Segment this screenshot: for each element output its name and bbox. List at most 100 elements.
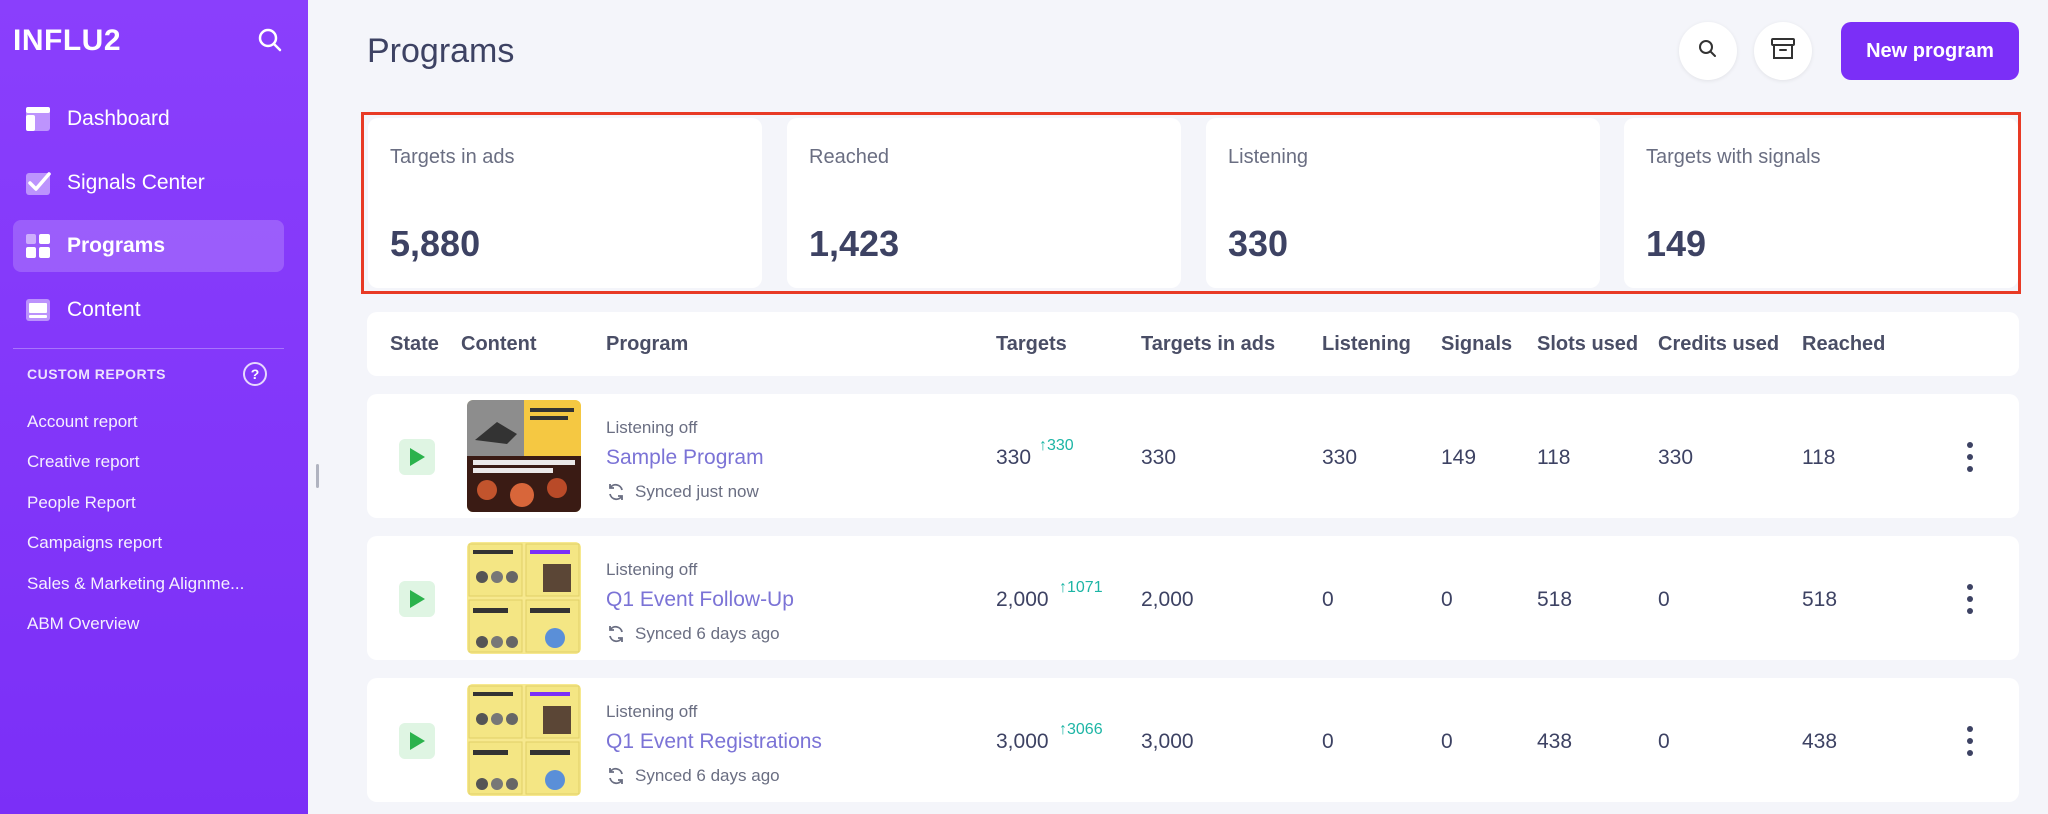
sync-status: Synced just now bbox=[606, 482, 759, 502]
play-icon bbox=[410, 448, 425, 466]
column-header-content[interactable]: Content bbox=[461, 333, 537, 355]
report-link-people[interactable]: People Report bbox=[27, 493, 136, 512]
play-icon bbox=[410, 590, 425, 608]
cell-targets-in-ads: 330 bbox=[1141, 446, 1177, 469]
sidebar-item-label: Dashboard bbox=[67, 107, 170, 130]
help-icon[interactable]: ? bbox=[243, 362, 267, 386]
content-thumbnail[interactable] bbox=[467, 684, 581, 796]
report-link-campaigns[interactable]: Campaigns report bbox=[27, 533, 163, 552]
cell-signals: 0 bbox=[1441, 588, 1453, 611]
cell-slots-used: 438 bbox=[1537, 730, 1573, 753]
cell-listening: 0 bbox=[1322, 588, 1334, 611]
report-link-account[interactable]: Account report bbox=[27, 412, 138, 431]
report-link-sales-marketing[interactable]: Sales & Marketing Alignme... bbox=[27, 574, 245, 593]
program-link[interactable]: Q1 Event Registrations bbox=[606, 730, 822, 753]
cell-targets: 3,000 bbox=[996, 730, 1049, 753]
more-options-icon[interactable] bbox=[1964, 584, 1976, 614]
sync-icon bbox=[609, 483, 623, 501]
sync-text: Synced just now bbox=[635, 482, 759, 501]
sidebar-item-signals-center[interactable]: Signals Center bbox=[13, 157, 284, 209]
cell-targets: 330 bbox=[996, 446, 1032, 469]
column-header-targets[interactable]: Targets bbox=[996, 333, 1067, 355]
table-row[interactable]: Listening off Sample Program Synced just… bbox=[367, 394, 2019, 518]
cell-slots-used: 118 bbox=[1537, 446, 1571, 469]
sync-status: Synced 6 days ago bbox=[606, 624, 780, 644]
stat-label: Reached bbox=[809, 146, 890, 168]
sidebar-item-dashboard[interactable]: Dashboard bbox=[13, 93, 284, 145]
cell-reached: 438 bbox=[1802, 730, 1838, 753]
content-thumbnail[interactable] bbox=[467, 542, 581, 654]
arrow-up-icon: ↑ bbox=[1059, 721, 1067, 738]
new-program-button[interactable]: New program bbox=[1841, 22, 2019, 80]
sidebar-divider bbox=[13, 348, 284, 349]
arrow-up-icon: ↑ bbox=[1059, 579, 1067, 596]
content-icon bbox=[25, 297, 51, 323]
column-header-program[interactable]: Program bbox=[606, 333, 689, 355]
cell-signals: 0 bbox=[1441, 730, 1453, 753]
report-link-creative[interactable]: Creative report bbox=[27, 452, 140, 471]
stat-label: Targets with signals bbox=[1646, 146, 1821, 168]
stat-value: 5,880 bbox=[390, 223, 481, 264]
table-row[interactable]: Listening off Q1 Event Registrations Syn… bbox=[367, 678, 2019, 802]
cell-targets-in-ads: 3,000 bbox=[1141, 730, 1194, 753]
dashboard-icon bbox=[25, 106, 51, 132]
column-header-listening[interactable]: Listening bbox=[1322, 333, 1411, 355]
sync-status: Synced 6 days ago bbox=[606, 766, 780, 786]
archive-button[interactable] bbox=[1754, 22, 1812, 80]
stat-card-reached: Reached 1,423 bbox=[787, 118, 1181, 288]
sidebar-item-label: Signals Center bbox=[67, 171, 205, 194]
sync-text: Synced 6 days ago bbox=[635, 766, 780, 785]
table-row[interactable]: Listening off Q1 Event Follow-Up Synced … bbox=[367, 536, 2019, 660]
column-header-state[interactable]: State bbox=[390, 333, 439, 355]
grid-icon bbox=[25, 233, 51, 259]
listening-status: Listening off bbox=[606, 702, 698, 721]
play-icon bbox=[410, 732, 425, 750]
stat-label: Targets in ads bbox=[390, 146, 515, 168]
arrow-up-icon: ↑ bbox=[1039, 437, 1047, 454]
ad-creative-image bbox=[467, 400, 581, 512]
column-header-slots-used[interactable]: Slots used bbox=[1537, 333, 1639, 355]
cell-slots-used: 518 bbox=[1537, 588, 1573, 611]
more-options-icon[interactable] bbox=[1964, 442, 1976, 472]
app-logo[interactable]: INFLU2 bbox=[13, 24, 121, 57]
column-header-credits-used[interactable]: Credits used bbox=[1658, 333, 1780, 355]
play-button[interactable] bbox=[399, 581, 435, 617]
sidebar-resize-handle[interactable] bbox=[316, 464, 319, 488]
more-options-icon[interactable] bbox=[1964, 726, 1976, 756]
cell-signals: 149 bbox=[1441, 446, 1477, 469]
search-icon[interactable] bbox=[256, 26, 284, 54]
stats-highlight-box bbox=[361, 112, 2021, 294]
cell-listening: 0 bbox=[1322, 730, 1334, 753]
play-button[interactable] bbox=[399, 723, 435, 759]
checkbox-icon bbox=[25, 170, 51, 196]
column-header-reached[interactable]: Reached bbox=[1802, 333, 1886, 355]
stat-value: 149 bbox=[1646, 223, 1707, 264]
program-link[interactable]: Sample Program bbox=[606, 446, 764, 469]
column-header-signals[interactable]: Signals bbox=[1441, 333, 1513, 355]
cell-reached: 518 bbox=[1802, 588, 1838, 611]
search-icon bbox=[1697, 38, 1719, 65]
content-thumbnail[interactable] bbox=[467, 400, 581, 512]
stat-card-targets-in-ads: Targets in ads 5,880 bbox=[368, 118, 762, 288]
listening-status: Listening off bbox=[606, 560, 698, 579]
cell-credits-used: 330 bbox=[1658, 446, 1694, 469]
sync-text: Synced 6 days ago bbox=[635, 624, 780, 643]
sidebar-item-label: Programs bbox=[67, 234, 166, 257]
stat-card-listening: Listening 330 bbox=[1206, 118, 1600, 288]
program-link[interactable]: Q1 Event Follow-Up bbox=[606, 588, 794, 611]
cell-credits-used: 0 bbox=[1658, 588, 1670, 611]
sidebar-item-content[interactable]: Content bbox=[13, 284, 284, 336]
stat-value: 1,423 bbox=[809, 223, 900, 264]
cell-listening: 330 bbox=[1322, 446, 1358, 469]
listening-status: Listening off bbox=[606, 418, 698, 437]
sidebar-item-programs[interactable]: Programs bbox=[13, 220, 284, 272]
targets-delta: ↑330 bbox=[1039, 437, 1074, 454]
archive-icon bbox=[1770, 36, 1796, 67]
column-header-targets-in-ads[interactable]: Targets in ads bbox=[1141, 333, 1276, 355]
report-link-abm-overview[interactable]: ABM Overview bbox=[27, 614, 140, 633]
cell-reached: 118 bbox=[1802, 446, 1836, 469]
targets-delta: ↑1071 bbox=[1059, 579, 1103, 596]
play-button[interactable] bbox=[399, 439, 435, 475]
search-button[interactable] bbox=[1679, 22, 1737, 80]
sidebar-item-label: Content bbox=[67, 298, 141, 321]
